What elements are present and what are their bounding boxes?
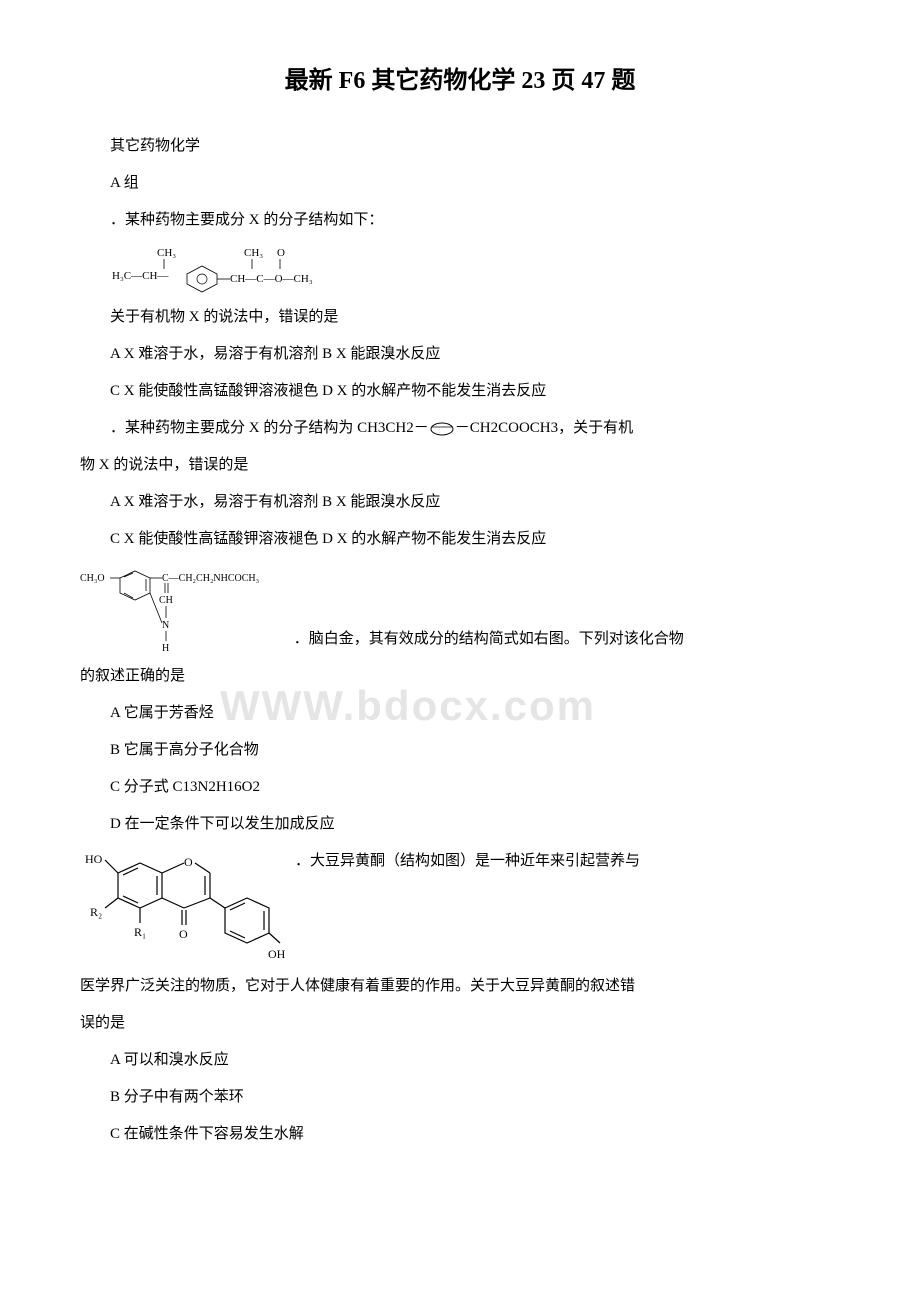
intro-text-2: A 组: [80, 170, 840, 197]
q4-text-cont1: 医学界广泛关注的物质，它对于人体健康有着重要的作用。关于大豆异黄酮的叙述错: [80, 973, 840, 1000]
q3-opt-b: B 它属于高分子化合物: [80, 737, 840, 764]
q1-structure-formula: CH₃ CH₃ O H₃C—CH— CH—C—O—CH₃: [112, 244, 840, 294]
q2-opt-cd: C X 能使酸性高锰酸钾溶液褪色 D X 的水解产物不能发生消去反应: [80, 526, 840, 553]
q1-followup: 关于有机物 X 的说法中，错误的是: [80, 304, 840, 331]
q3-opt-d: D 在一定条件下可以发生加成反应: [80, 811, 840, 838]
q4-text: ．大豆异黄酮（结构如图）是一种近年来引起营养与: [295, 853, 640, 869]
svg-text:H: H: [162, 643, 169, 653]
svg-text:CH₃: CH₃: [244, 247, 263, 259]
q3-opt-c: C 分子式 C13N2H16O2: [80, 774, 840, 801]
q3-text: ．脑白金，其有效成分的结构简式如右图。下列对该化合物: [294, 631, 684, 647]
q4-opt-b: B 分子中有两个苯环: [80, 1084, 840, 1111]
document-content: 最新 F6 其它药物化学 23 页 47 题 其它药物化学 A 组 ．某种药物主…: [80, 60, 840, 1148]
svg-text:CH—C—O—CH₃: CH—C—O—CH₃: [230, 273, 313, 285]
svg-text:C—CH₂CH₂NHCOCH₃: C—CH₂CH₂NHCOCH₃: [162, 573, 259, 584]
q3-structure-formula: CH₃O C—CH₂CH₂NHCOCH₃ CH N H: [80, 563, 280, 653]
svg-text:R₁: R₁: [134, 925, 146, 939]
svg-text:R₂: R₂: [90, 905, 102, 919]
svg-text:CH₃O: CH₃O: [80, 573, 105, 584]
svg-text:O: O: [277, 247, 285, 259]
q3-block: CH₃O C—CH₂CH₂NHCOCH₃ CH N H ．脑白金，其有效成分的结…: [80, 563, 840, 653]
svg-text:CH: CH: [159, 595, 173, 606]
svg-text:N: N: [162, 620, 169, 631]
svg-text:OH: OH: [268, 947, 286, 961]
q2-text-part2: －CH2COOCH3，关于有机: [455, 420, 633, 436]
q4-block: HO O O R₂: [80, 848, 840, 963]
q3-text-cont: 的叙述正确的是: [80, 663, 840, 690]
q1-opt-cd: C X 能使酸性高锰酸钾溶液褪色 D X 的水解产物不能发生消去反应: [80, 378, 840, 405]
q2-opt-ab: A X 难溶于水，易溶于有机溶剂 B X 能跟溴水反应: [80, 489, 840, 516]
page-title: 最新 F6 其它药物化学 23 页 47 题: [80, 60, 840, 103]
svg-text:O: O: [179, 927, 188, 941]
q4-opt-c: C 在碱性条件下容易发生水解: [80, 1121, 840, 1148]
svg-text:H₃C—CH—: H₃C—CH—: [112, 270, 169, 282]
q2-text-part1: ．某种药物主要成分 X 的分子结构为 CH3CH2－: [110, 420, 429, 436]
q2-text: ．某种药物主要成分 X 的分子结构为 CH3CH2－ －CH2COOCH3，关于有…: [80, 415, 840, 442]
benzene-inline-icon: [429, 420, 455, 438]
q1-opt-ab: A X 难溶于水，易溶于有机溶剂 B X 能跟溴水反应: [80, 341, 840, 368]
q1-text: ．某种药物主要成分 X 的分子结构如下：: [80, 207, 840, 234]
svg-text:O: O: [184, 855, 193, 869]
svg-text:HO: HO: [85, 852, 103, 866]
q3-opt-a: A 它属于芳香烃: [80, 700, 840, 727]
q2-text-cont: 物 X 的说法中，错误的是: [80, 452, 840, 479]
q4-text-cont2: 误的是: [80, 1010, 840, 1037]
svg-text:CH₃: CH₃: [157, 247, 176, 259]
q4-structure-formula: HO O O R₂: [80, 848, 290, 963]
q4-opt-a: A 可以和溴水反应: [80, 1047, 840, 1074]
intro-text-1: 其它药物化学: [80, 133, 840, 160]
